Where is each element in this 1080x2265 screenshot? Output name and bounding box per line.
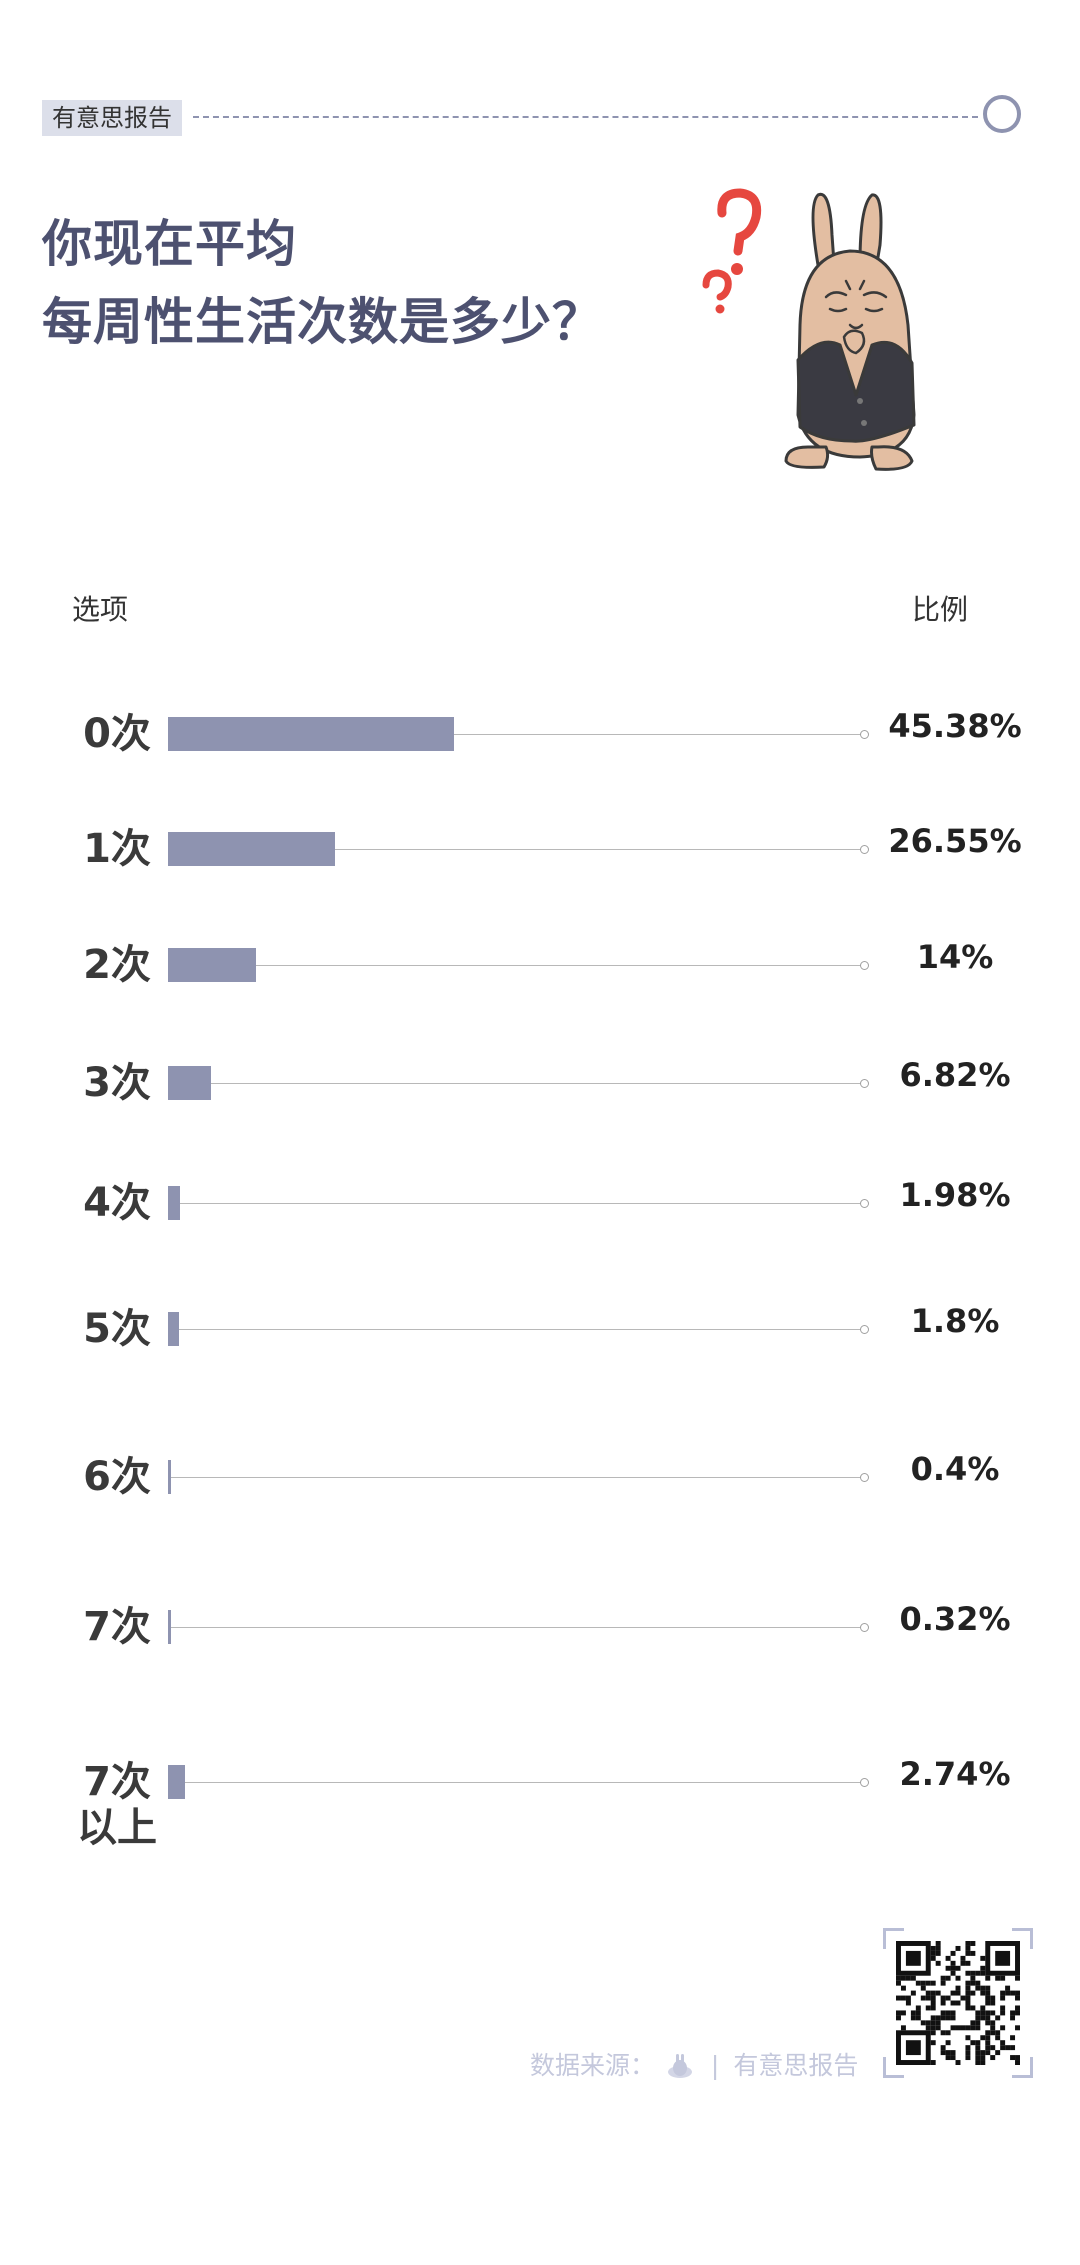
category-label: 7次 以上 bbox=[62, 1759, 172, 1851]
category-label-line: 1次 bbox=[83, 826, 151, 872]
category-label-line: 7次 bbox=[83, 1604, 151, 1650]
category-label-line: 5次 bbox=[83, 1306, 151, 1352]
track-end-dot bbox=[860, 730, 869, 739]
category-label-line: 2次 bbox=[83, 942, 151, 988]
bar bbox=[168, 1610, 171, 1644]
value-label: 14% bbox=[916, 938, 994, 976]
category-label-line: 6次 bbox=[83, 1454, 151, 1500]
bar bbox=[168, 717, 454, 751]
track-end-dot bbox=[860, 1199, 869, 1208]
bar bbox=[168, 1066, 211, 1100]
title-line-2: 每周性生活次数是多少？ bbox=[42, 293, 603, 351]
track-end-dot bbox=[860, 1623, 869, 1632]
category-label: 0次 bbox=[62, 711, 172, 757]
value-label: 0.32% bbox=[899, 1600, 1011, 1638]
qr-code-icon bbox=[896, 1941, 1020, 2065]
bar bbox=[168, 1312, 180, 1346]
frame-corner bbox=[1012, 1928, 1033, 1949]
divider: | bbox=[710, 2051, 720, 2080]
track-end-dot bbox=[860, 1778, 869, 1787]
value-label: 45.38% bbox=[888, 707, 1022, 745]
category-label-line: 7次 bbox=[83, 1759, 151, 1805]
track-end-dot bbox=[860, 1079, 869, 1088]
bar bbox=[168, 1765, 186, 1799]
value-label: 1.98% bbox=[899, 1176, 1011, 1214]
bar-track bbox=[168, 734, 864, 735]
column-header-option: 选项 bbox=[72, 593, 129, 626]
bar-track bbox=[168, 1782, 864, 1783]
value-label: 1.8% bbox=[910, 1302, 1000, 1340]
value-label: 2.74% bbox=[899, 1755, 1011, 1793]
category-label-line: 3次 bbox=[83, 1060, 151, 1106]
ring-icon bbox=[983, 95, 1021, 133]
data-source: 数据来源： | 有意思报告 bbox=[530, 2046, 858, 2084]
category-label-line: 以上 bbox=[77, 1805, 157, 1851]
bar-track bbox=[168, 1083, 864, 1084]
category-label: 5次 bbox=[62, 1306, 172, 1352]
bar bbox=[168, 1460, 171, 1494]
column-header-ratio: 比例 bbox=[912, 593, 969, 626]
category-label: 3次 bbox=[62, 1060, 172, 1106]
frame-corner bbox=[883, 1928, 904, 1949]
category-label: 6次 bbox=[62, 1454, 172, 1500]
track-end-dot bbox=[860, 961, 869, 970]
category-label: 4次 bbox=[62, 1180, 172, 1226]
bar-track bbox=[168, 965, 864, 966]
bar-track bbox=[168, 1203, 864, 1204]
thinking-rabbit-illustration bbox=[702, 188, 916, 471]
track-end-dot bbox=[860, 845, 869, 854]
bar-track bbox=[168, 1627, 864, 1628]
track-end-dot bbox=[860, 1473, 869, 1482]
category-label: 7次 bbox=[62, 1604, 172, 1650]
frame-corner bbox=[883, 2057, 904, 2078]
source-label: 数据来源： bbox=[530, 2051, 656, 2080]
bar-track bbox=[168, 1477, 864, 1478]
header-dashed-line bbox=[193, 116, 978, 118]
value-label: 6.82% bbox=[899, 1056, 1011, 1094]
category-label: 2次 bbox=[62, 942, 172, 988]
page-title: 你现在平均 每周性生活次数是多少？ bbox=[42, 205, 603, 361]
value-label: 26.55% bbox=[888, 822, 1022, 860]
category-label-line: 4次 bbox=[83, 1180, 151, 1226]
brand-tag: 有意思报告 bbox=[42, 100, 182, 136]
track-end-dot bbox=[860, 1325, 869, 1334]
category-label-line: 0次 bbox=[83, 711, 151, 757]
qr-code-frame[interactable] bbox=[883, 1928, 1033, 2078]
bar bbox=[168, 948, 257, 982]
bar bbox=[168, 1186, 181, 1220]
title-line-1: 你现在平均 bbox=[42, 215, 297, 273]
footer-brand: 有意思报告 bbox=[733, 2051, 859, 2080]
question-marks-icon bbox=[702, 188, 762, 314]
brand-logo-icon bbox=[667, 2054, 692, 2078]
bar bbox=[168, 832, 336, 866]
bar-track bbox=[168, 849, 864, 850]
value-label: 0.4% bbox=[910, 1450, 1000, 1488]
category-label: 1次 bbox=[62, 826, 172, 872]
frame-corner bbox=[1012, 2057, 1033, 2078]
bar-track bbox=[168, 1329, 864, 1330]
